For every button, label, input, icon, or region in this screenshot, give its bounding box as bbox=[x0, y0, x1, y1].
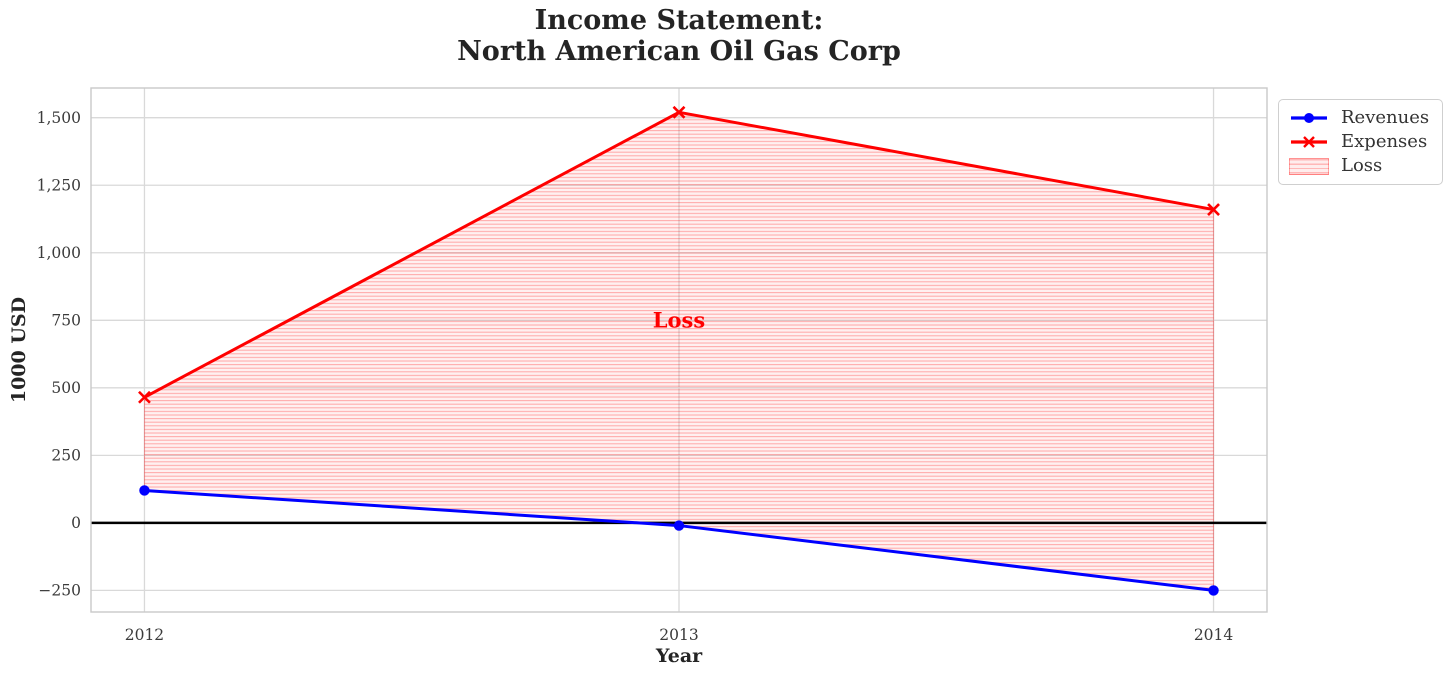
x-tick-label: 2013 bbox=[659, 626, 698, 644]
revenues-marker bbox=[673, 520, 685, 531]
legend-item-expenses: Expenses bbox=[1289, 131, 1432, 153]
x-tick-label: 2014 bbox=[1194, 626, 1234, 644]
chart-title: Income Statement: North American Oil Gas… bbox=[457, 5, 901, 68]
legend-label-expenses: Expenses bbox=[1341, 131, 1428, 152]
loss-annotation: Loss bbox=[653, 307, 705, 332]
y-tick-label: −250 bbox=[38, 582, 81, 600]
revenues-line-sample-icon bbox=[1291, 113, 1327, 123]
legend-label-loss: Loss bbox=[1341, 155, 1383, 176]
expenses-marker bbox=[1207, 203, 1220, 216]
legend: Revenues Expenses Loss bbox=[1278, 99, 1443, 185]
expenses-marker bbox=[138, 390, 151, 404]
expenses-line-sample-icon bbox=[1291, 136, 1327, 148]
revenues-sample-marker bbox=[1304, 113, 1314, 123]
x-axis-label: Year bbox=[655, 645, 703, 667]
y-tick-label: 250 bbox=[51, 447, 81, 465]
loss-swatch-icon bbox=[1289, 157, 1329, 175]
y-tick-label: 0 bbox=[71, 514, 81, 532]
plot-border bbox=[90, 87, 1268, 613]
y-tick-label: 1,000 bbox=[37, 244, 81, 262]
y-tick-label: 500 bbox=[51, 379, 81, 397]
legend-item-revenues: Revenues bbox=[1289, 107, 1432, 129]
y-tick-label: 1,500 bbox=[37, 109, 81, 127]
y-tick-label: 750 bbox=[51, 312, 81, 330]
expenses-sample-marker bbox=[1303, 136, 1315, 148]
legend-label-revenues: Revenues bbox=[1341, 107, 1430, 128]
x-tick-label: 2012 bbox=[125, 626, 164, 644]
revenues-marker bbox=[1208, 585, 1219, 596]
expenses-marker bbox=[672, 105, 686, 119]
legend-item-loss: Loss bbox=[1289, 155, 1432, 177]
y-tick-label: 1,250 bbox=[37, 177, 81, 195]
revenues-marker bbox=[139, 485, 150, 496]
